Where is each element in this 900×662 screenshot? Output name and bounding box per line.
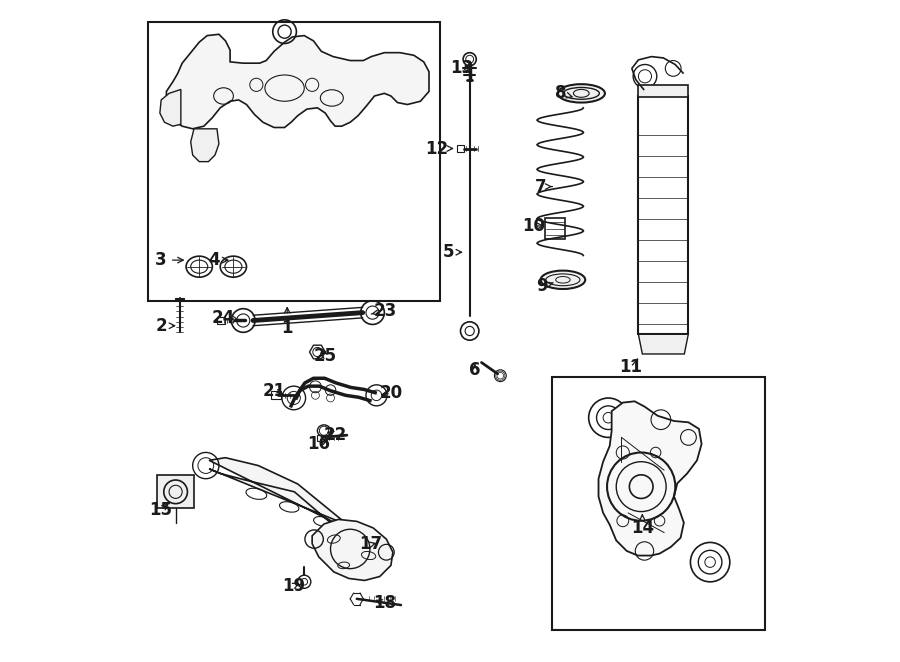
Text: 3: 3 bbox=[156, 251, 184, 269]
Text: 13: 13 bbox=[450, 60, 473, 77]
Text: 24: 24 bbox=[212, 309, 239, 327]
Text: 12: 12 bbox=[426, 140, 453, 158]
Ellipse shape bbox=[541, 271, 585, 289]
Text: 16: 16 bbox=[307, 435, 330, 453]
Polygon shape bbox=[209, 457, 368, 546]
Polygon shape bbox=[166, 34, 429, 129]
Text: 10: 10 bbox=[523, 217, 545, 235]
Text: 14: 14 bbox=[631, 515, 654, 537]
Text: 17: 17 bbox=[360, 536, 382, 553]
Text: 4: 4 bbox=[208, 251, 228, 269]
Text: 7: 7 bbox=[535, 177, 552, 195]
Polygon shape bbox=[312, 520, 393, 581]
Bar bbox=[638, 85, 689, 97]
Ellipse shape bbox=[558, 84, 605, 103]
Bar bbox=[638, 96, 689, 334]
Bar bbox=[456, 144, 464, 152]
Text: 19: 19 bbox=[283, 577, 305, 594]
Polygon shape bbox=[598, 401, 702, 555]
Bar bbox=[148, 23, 440, 301]
Polygon shape bbox=[175, 298, 184, 299]
Text: 5: 5 bbox=[442, 243, 462, 261]
Polygon shape bbox=[158, 475, 194, 508]
Text: 20: 20 bbox=[380, 385, 402, 402]
Text: 11: 11 bbox=[619, 358, 642, 376]
Text: 23: 23 bbox=[372, 303, 397, 320]
Text: 6: 6 bbox=[469, 361, 481, 379]
Text: 8: 8 bbox=[554, 84, 572, 103]
Bar bbox=[317, 435, 328, 442]
Text: 1: 1 bbox=[282, 308, 293, 337]
Polygon shape bbox=[638, 334, 689, 354]
Polygon shape bbox=[191, 129, 219, 162]
Polygon shape bbox=[160, 89, 181, 126]
Text: 9: 9 bbox=[536, 277, 554, 295]
Text: 2: 2 bbox=[156, 316, 175, 335]
Text: 22: 22 bbox=[323, 426, 346, 444]
Bar bbox=[545, 218, 565, 239]
Text: 15: 15 bbox=[149, 500, 173, 518]
Text: 25: 25 bbox=[314, 347, 337, 365]
Bar bbox=[552, 377, 765, 630]
Text: 21: 21 bbox=[263, 383, 285, 401]
Text: 18: 18 bbox=[373, 594, 396, 612]
Bar bbox=[272, 391, 281, 399]
Bar bbox=[217, 317, 225, 324]
